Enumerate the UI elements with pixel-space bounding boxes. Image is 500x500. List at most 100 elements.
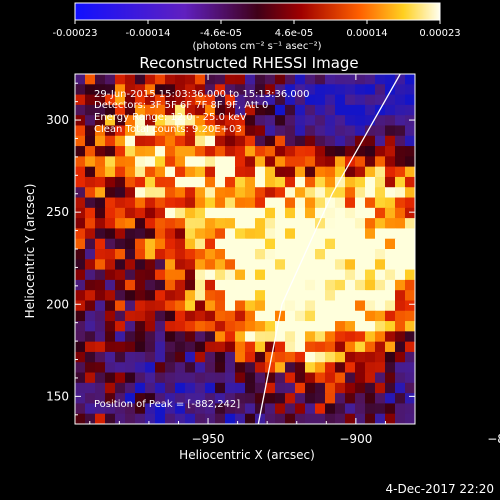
heatmap-cell [155,372,166,384]
heatmap-cell [275,382,286,394]
heatmap-cell [245,372,256,384]
heatmap-cell [205,218,216,230]
heatmap-cell [205,259,216,271]
x-tick-label: −850 [487,432,500,446]
heatmap-cell [245,249,256,260]
heatmap-cell [215,146,226,157]
heatmap-cell [325,197,336,209]
heatmap-cell [395,341,406,353]
heatmap-cell [225,104,236,116]
heatmap-cell [295,135,306,147]
heatmap-cell [95,413,106,424]
heatmap-cell [335,135,346,147]
heatmap-cell [145,393,156,405]
heatmap-cell [75,331,86,343]
heatmap-cell [345,94,356,106]
heatmap-cell [405,115,415,127]
heatmap-cell [365,238,376,250]
heatmap-cell [345,413,356,424]
heatmap-cell [145,372,156,384]
heatmap-cell [385,259,396,271]
heatmap-cell [75,84,86,96]
heatmap-cell [225,351,236,363]
heatmap-cell [315,403,326,415]
heatmap-cell [105,125,116,137]
heatmap-cell [175,279,186,291]
heatmap-cell [75,300,86,312]
heatmap-cell [385,74,396,85]
heatmap-cell [265,218,276,230]
heatmap-cell [185,197,196,209]
heatmap-cell [135,84,146,96]
heatmap-cell [85,104,96,116]
heatmap-cell [295,197,306,209]
heatmap-cell [345,238,356,250]
heatmap-cell [235,321,246,332]
heatmap-cell [305,94,316,106]
heatmap-cell [315,351,326,363]
heatmap-cell [285,249,296,260]
heatmap-cell [175,115,186,127]
heatmap-cell [355,351,366,363]
heatmap-cell [175,228,186,240]
heatmap-cell [105,372,116,384]
heatmap-cell [395,84,406,96]
heatmap-cell [85,238,96,250]
heatmap-cell [225,84,236,96]
heatmap-cell [185,372,196,384]
heatmap-cell [305,166,316,178]
heatmap-cell [405,382,415,394]
heatmap-cell [155,341,166,353]
heatmap-cell [125,125,136,137]
heatmap-cell [165,300,176,312]
heatmap-cell [355,166,366,178]
heatmap-cell [185,403,196,415]
heatmap-cell [115,290,126,302]
heatmap-cell [85,341,96,353]
heatmap-cell [225,156,236,168]
heatmap-cell [105,176,116,188]
heatmap-cell [145,146,156,157]
heatmap-cell [175,290,186,302]
heatmap-cell [275,351,286,363]
heatmap-cell [295,146,306,157]
heatmap-cell [405,156,415,168]
heatmap-cell [75,74,86,85]
heatmap-cell [245,331,256,343]
heatmap-cell [275,135,286,147]
heatmap-cell [225,207,236,219]
heatmap-cell [115,135,126,147]
heatmap-cell [145,290,156,302]
heatmap-cell [365,331,376,343]
heatmap-cell [205,341,216,353]
heatmap-cell [95,310,106,322]
heatmap-cell [245,187,256,199]
heatmap-cell [205,372,216,384]
heatmap-cell [85,218,96,230]
heatmap-cell [265,228,276,240]
heatmap-cell [215,300,226,312]
heatmap-cell [395,279,406,291]
heatmap-cell [105,228,116,240]
heatmap-cell [285,74,296,85]
heatmap-cell [335,382,346,394]
heatmap-cell [155,146,166,157]
heatmap-cell [355,382,366,394]
heatmap-cell [165,413,176,424]
heatmap-cell [275,74,286,85]
heatmap-cell [395,331,406,343]
heatmap-cell [405,125,415,137]
heatmap-cell [235,300,246,312]
heatmap-cell [115,94,126,106]
heatmap-cell [345,331,356,343]
heatmap-cell [215,362,226,374]
heatmap-cell [125,238,136,250]
heatmap-cell [225,413,236,424]
heatmap-cell [295,249,306,260]
heatmap-cell [145,197,156,209]
heatmap-cell [165,187,176,199]
heatmap-cell [405,166,415,178]
heatmap-cell [305,279,316,291]
heatmap-cell [285,362,296,374]
heatmap-cell [105,351,116,363]
